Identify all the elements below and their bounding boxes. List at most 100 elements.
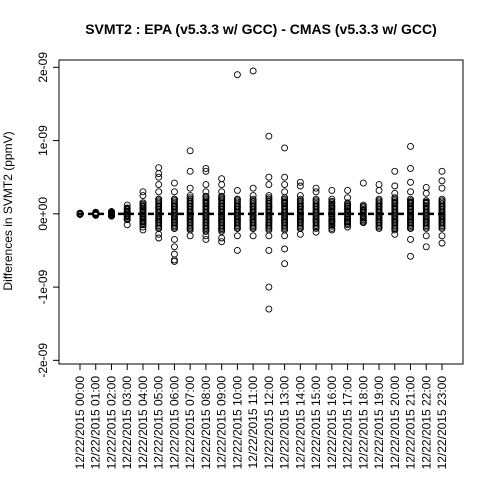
x-tick-label: 12/22/2015 11:00 xyxy=(246,376,260,469)
data-point xyxy=(202,164,210,172)
x-tick-label: 12/22/2015 07:00 xyxy=(183,376,197,470)
data-point xyxy=(281,188,289,196)
data-point xyxy=(139,188,147,196)
data-point xyxy=(391,167,399,175)
data-point xyxy=(391,217,399,225)
data-point xyxy=(123,208,131,216)
data-point xyxy=(123,221,131,229)
data-point xyxy=(123,212,131,220)
data-point xyxy=(407,225,414,232)
data-point xyxy=(407,217,414,225)
data-point xyxy=(265,203,273,210)
data-point xyxy=(407,199,414,207)
data-point xyxy=(202,232,210,240)
data-point xyxy=(249,192,257,199)
data-point xyxy=(265,283,273,291)
data-point xyxy=(296,230,304,238)
data-point xyxy=(155,217,163,225)
data-point xyxy=(265,232,273,240)
data-point xyxy=(296,203,304,210)
data-point xyxy=(218,195,226,203)
data-point xyxy=(170,243,178,251)
data-point xyxy=(202,199,210,207)
data-point xyxy=(312,217,320,225)
data-point xyxy=(422,197,430,205)
plot-frame xyxy=(58,59,464,365)
data-point xyxy=(233,217,241,225)
data-point xyxy=(249,203,257,210)
data-point xyxy=(328,226,336,234)
data-point xyxy=(218,188,226,196)
y-tick-label: 2e-09 xyxy=(36,52,50,83)
x-tick-label: 12/22/2015 04:00 xyxy=(136,376,150,470)
data-point xyxy=(312,228,320,236)
data-point xyxy=(296,217,304,225)
data-point xyxy=(233,225,241,232)
data-point xyxy=(328,217,336,225)
x-tick-label: 12/22/2015 17:00 xyxy=(341,376,355,470)
data-point xyxy=(139,192,147,199)
data-point xyxy=(202,188,210,196)
x-tick-label: 12/22/2015 16:00 xyxy=(325,376,339,470)
y-tick-label: 0e+00 xyxy=(36,197,50,231)
data-point xyxy=(123,201,131,209)
data-point xyxy=(186,192,194,199)
data-point xyxy=(233,186,241,194)
data-point xyxy=(391,199,399,207)
data-point xyxy=(218,225,226,232)
data-point xyxy=(202,181,210,188)
data-point xyxy=(281,232,289,240)
data-point xyxy=(218,234,226,242)
data-point xyxy=(407,164,414,172)
x-tick-label: 12/22/2015 05:00 xyxy=(152,376,166,470)
data-point xyxy=(375,203,383,210)
data-point xyxy=(265,247,273,254)
data-point xyxy=(155,170,163,177)
data-point xyxy=(312,184,320,192)
data-point xyxy=(170,225,178,232)
x-tick-label: 12/22/2015 23:00 xyxy=(435,376,449,470)
data-point xyxy=(422,199,430,207)
data-point xyxy=(328,195,336,203)
data-point xyxy=(344,223,352,231)
data-point xyxy=(391,194,399,202)
data-point xyxy=(422,184,430,191)
data-point xyxy=(186,217,194,225)
data-point xyxy=(139,223,147,231)
data-point xyxy=(170,257,178,265)
data-point xyxy=(265,305,273,313)
data-point xyxy=(186,184,194,192)
x-tick-label: 12/22/2015 20:00 xyxy=(388,376,402,470)
x-tick-label: 12/22/2015 06:00 xyxy=(167,376,181,470)
x-tick-label: 12/22/2015 14:00 xyxy=(293,376,307,470)
data-point xyxy=(438,167,446,175)
x-tick-label: 12/22/2015 12:00 xyxy=(262,376,276,470)
data-point xyxy=(328,203,336,210)
data-point xyxy=(139,226,147,234)
data-point xyxy=(281,199,289,207)
data-point xyxy=(438,195,446,203)
data-point xyxy=(344,203,352,210)
data-point xyxy=(249,184,257,192)
data-point xyxy=(249,232,257,240)
data-point xyxy=(186,147,194,155)
data-point xyxy=(281,173,289,181)
data-point xyxy=(422,217,430,225)
data-point xyxy=(202,192,210,200)
data-point xyxy=(281,217,289,225)
data-point xyxy=(249,225,257,232)
x-tick-label: 12/22/2015 08:00 xyxy=(199,376,213,470)
data-point xyxy=(422,232,430,240)
data-point xyxy=(407,236,414,243)
data-point xyxy=(407,142,414,150)
data-point xyxy=(407,188,414,196)
data-point xyxy=(281,260,289,268)
x-tick-label: 12/22/2015 15:00 xyxy=(309,376,323,470)
data-point xyxy=(438,203,446,210)
data-point xyxy=(438,225,446,232)
data-point xyxy=(296,195,304,203)
x-tick-label: 12/22/2015 01:00 xyxy=(89,376,103,470)
data-point xyxy=(218,238,226,246)
data-point xyxy=(407,178,414,186)
data-point xyxy=(218,217,226,225)
